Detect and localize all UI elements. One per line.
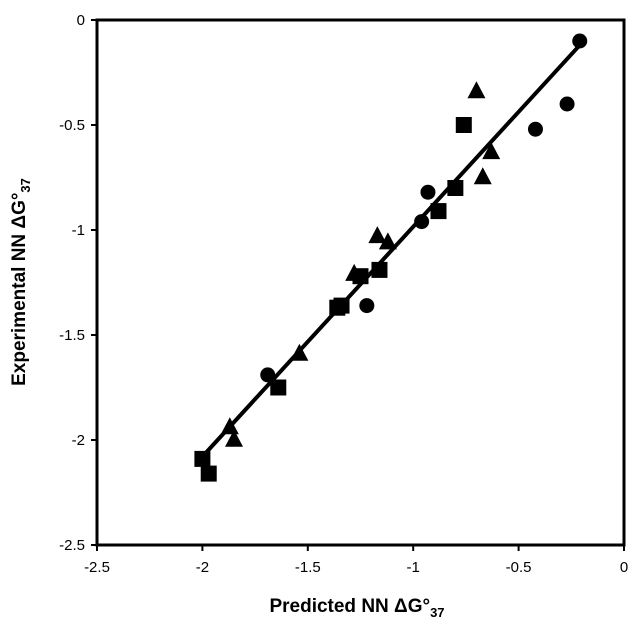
triangle-point [378, 232, 397, 250]
y-tick-label: -1 [72, 222, 85, 239]
y-tick-label: -0.5 [59, 117, 85, 134]
square-point [194, 450, 211, 467]
data-points-layer [194, 33, 588, 482]
y-tick-label: -1.5 [59, 327, 85, 344]
regression-line [198, 43, 582, 461]
x-axis-title: Predicted NN ΔG°37 [269, 596, 444, 620]
circle-point [359, 298, 375, 314]
triangle-point [368, 226, 387, 244]
square-point [430, 203, 447, 220]
square-point [352, 268, 369, 285]
triangle-point [467, 81, 486, 99]
circle-point [559, 96, 575, 112]
y-tick-label: -2 [72, 432, 85, 449]
circle-point [572, 33, 588, 49]
triangle-point [473, 167, 492, 185]
square-point [329, 299, 346, 316]
circle-point [414, 214, 430, 230]
y-axis-title: Experimental NN ΔG°37 [9, 178, 33, 386]
x-tick-label: -2.5 [84, 559, 110, 576]
ticks-layer: -2.5 -2 -1.5 -1 -0.5 0 -2.5 -2 -1.5 -1 -0.5 0 [59, 12, 628, 576]
triangle-point [290, 343, 309, 361]
circle-point [420, 184, 436, 200]
y-tick-label: -2.5 [59, 537, 85, 554]
x-tick-label: 0 [620, 559, 628, 576]
x-tick-label: -2 [196, 559, 209, 576]
x-tick-label: -0.5 [506, 559, 532, 576]
plot-area-frame [95, 18, 626, 547]
x-tick-label: -1.5 [295, 559, 321, 576]
triangle-point [225, 429, 244, 447]
x-tick-label: -1 [407, 559, 420, 576]
square-point [270, 379, 287, 396]
square-point [371, 261, 388, 278]
square-point [455, 117, 472, 133]
triangle-point [482, 142, 501, 160]
circle-point [527, 121, 543, 137]
fit-line-layer [198, 43, 582, 461]
circle-point [260, 367, 276, 383]
square-point [200, 465, 217, 482]
y-tick-label: 0 [77, 12, 85, 29]
triangle-point [220, 417, 239, 435]
square-point [447, 180, 464, 196]
